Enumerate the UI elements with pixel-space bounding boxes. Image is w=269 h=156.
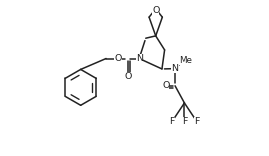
Text: N: N: [172, 64, 179, 73]
Text: O: O: [152, 6, 160, 15]
Text: O: O: [162, 81, 169, 90]
Text: F: F: [182, 117, 187, 126]
Text: O: O: [124, 72, 132, 81]
Text: Me: Me: [179, 56, 192, 65]
Text: F: F: [194, 117, 200, 126]
Text: O: O: [114, 54, 122, 63]
Text: N: N: [136, 54, 143, 63]
Text: F: F: [169, 117, 175, 126]
